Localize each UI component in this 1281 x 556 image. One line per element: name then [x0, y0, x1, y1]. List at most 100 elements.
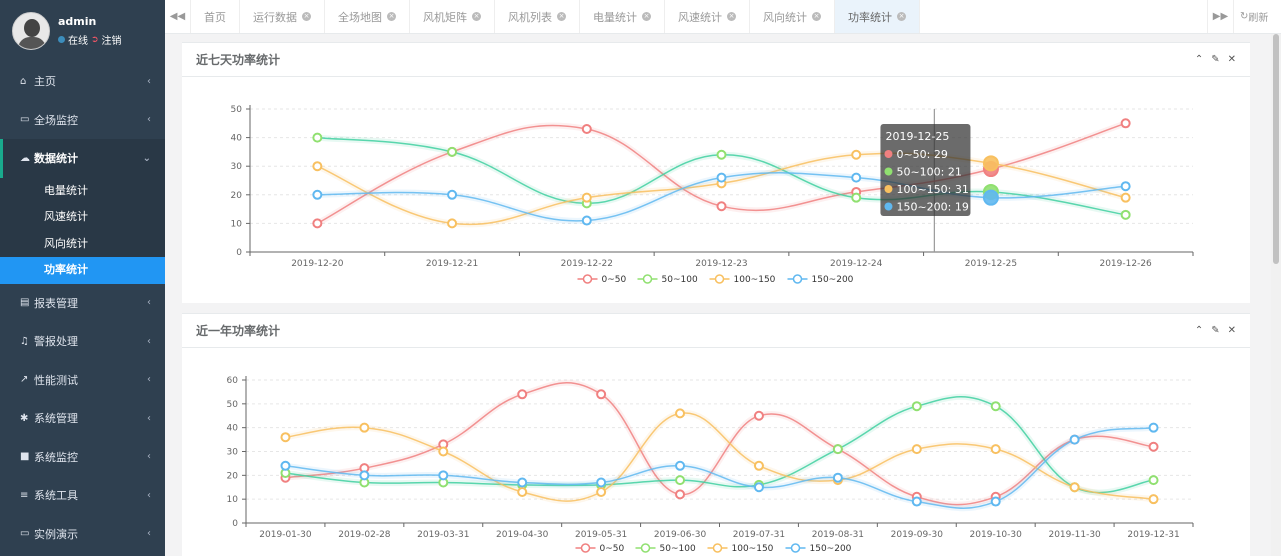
- legend-item[interactable]: 50~100: [635, 543, 696, 554]
- data-point[interactable]: [312, 189, 323, 200]
- data-point[interactable]: [675, 475, 686, 486]
- tab[interactable]: 风向统计 ×: [750, 0, 835, 33]
- data-point[interactable]: [312, 132, 323, 143]
- legend-item[interactable]: 100~150: [707, 543, 774, 554]
- data-point[interactable]: [581, 192, 592, 203]
- data-point[interactable]: [990, 496, 1001, 507]
- data-point[interactable]: [1148, 494, 1159, 505]
- data-point[interactable]: [438, 446, 449, 457]
- tab[interactable]: 全场地图 ×: [325, 0, 410, 33]
- data-point[interactable]: [851, 172, 862, 183]
- sidebar-item[interactable]: ≡ 系统工具 ‹: [20, 489, 151, 503]
- tab[interactable]: 功率统计 ×: [835, 0, 920, 33]
- wrench-icon[interactable]: ✎: [1211, 325, 1220, 336]
- collapse-icon[interactable]: ⌃: [1194, 54, 1204, 65]
- data-point[interactable]: [1148, 475, 1159, 486]
- close-icon[interactable]: ✕: [1227, 325, 1236, 336]
- data-point[interactable]: [581, 215, 592, 226]
- sidebar-item[interactable]: ↗ 性能测试 ‹: [20, 373, 151, 387]
- tab[interactable]: 风速统计 ×: [665, 0, 750, 33]
- refresh-button[interactable]: ↻ 刷新: [1233, 0, 1281, 33]
- tab-close-icon[interactable]: ×: [302, 12, 311, 21]
- data-point[interactable]: [911, 401, 922, 412]
- page-scrollbar[interactable]: [1271, 34, 1281, 556]
- tab-close-icon[interactable]: ×: [387, 12, 396, 21]
- avatar[interactable]: [12, 12, 50, 50]
- data-point[interactable]: [1069, 434, 1080, 445]
- data-point[interactable]: [990, 444, 1001, 455]
- tab-scroll-right-button[interactable]: ▶▶: [1207, 0, 1233, 33]
- data-point[interactable]: [312, 218, 323, 229]
- close-icon[interactable]: ✕: [1227, 54, 1236, 65]
- data-point[interactable]: [982, 155, 999, 172]
- legend-item[interactable]: 0~50: [577, 274, 627, 285]
- tab-scroll-left-button[interactable]: ◀◀: [165, 0, 191, 33]
- data-point[interactable]: [1148, 441, 1159, 452]
- data-point[interactable]: [832, 444, 843, 455]
- tab[interactable]: 风机矩阵 ×: [410, 0, 495, 33]
- tab-close-icon[interactable]: ×: [812, 12, 821, 21]
- data-point[interactable]: [851, 192, 862, 203]
- sidebar-item[interactable]: ▤ 报表管理 ‹: [20, 296, 151, 310]
- sidebar-item[interactable]: ⌂ 主页 ‹: [20, 75, 151, 89]
- data-point[interactable]: [359, 422, 370, 433]
- data-point[interactable]: [716, 201, 727, 212]
- data-point[interactable]: [1069, 482, 1080, 493]
- data-point[interactable]: [753, 410, 764, 421]
- data-point[interactable]: [675, 460, 686, 471]
- sidebar-item[interactable]: ☁ 数据统计 ⌄: [0, 139, 165, 178]
- submenu-item[interactable]: 风向统计: [44, 236, 88, 250]
- legend-item[interactable]: 100~150: [709, 274, 776, 285]
- sidebar-item[interactable]: ♫ 警报处理 ‹: [20, 335, 151, 349]
- tab-close-icon[interactable]: ×: [472, 12, 481, 21]
- data-point[interactable]: [517, 477, 528, 488]
- data-point[interactable]: [517, 389, 528, 400]
- legend-item[interactable]: 50~100: [637, 274, 698, 285]
- data-point[interactable]: [1120, 192, 1131, 203]
- data-point[interactable]: [675, 408, 686, 419]
- tab-close-icon[interactable]: ×: [557, 12, 566, 21]
- sidebar-item[interactable]: ▭ 全场监控 ‹: [20, 113, 151, 127]
- submenu-item[interactable]: 电量统计: [44, 183, 88, 197]
- data-point[interactable]: [911, 444, 922, 455]
- tab[interactable]: 运行数据 ×: [240, 0, 325, 33]
- data-point[interactable]: [447, 189, 458, 200]
- data-point[interactable]: [832, 472, 843, 483]
- submenu-item[interactable]: 功率统计: [0, 257, 165, 284]
- data-point[interactable]: [1120, 118, 1131, 129]
- tab-close-icon[interactable]: ×: [727, 12, 736, 21]
- data-point[interactable]: [753, 482, 764, 493]
- wrench-icon[interactable]: ✎: [1211, 54, 1220, 65]
- submenu-item[interactable]: 风速统计: [44, 210, 88, 223]
- data-point[interactable]: [596, 487, 607, 498]
- legend-item[interactable]: 150~200: [785, 543, 852, 554]
- data-point[interactable]: [438, 470, 449, 481]
- data-point[interactable]: [596, 477, 607, 488]
- data-point[interactable]: [1120, 181, 1131, 192]
- legend-item[interactable]: 150~200: [787, 274, 854, 285]
- tab[interactable]: 首页: [191, 0, 240, 33]
- tab-close-icon[interactable]: ×: [897, 12, 906, 21]
- data-point[interactable]: [716, 149, 727, 160]
- data-point[interactable]: [911, 496, 922, 507]
- data-point[interactable]: [753, 460, 764, 471]
- data-point[interactable]: [280, 460, 291, 471]
- sidebar-item[interactable]: ▭ 实例演示 ‹: [20, 527, 151, 541]
- data-point[interactable]: [982, 189, 999, 206]
- data-point[interactable]: [716, 172, 727, 183]
- logout-icon[interactable]: ➲: [91, 34, 99, 45]
- data-point[interactable]: [447, 146, 458, 157]
- sidebar-item[interactable]: ■ 系统监控 ‹: [20, 450, 151, 464]
- data-point[interactable]: [675, 489, 686, 500]
- data-point[interactable]: [581, 124, 592, 135]
- data-point[interactable]: [851, 149, 862, 160]
- data-point[interactable]: [280, 432, 291, 443]
- data-point[interactable]: [596, 389, 607, 400]
- data-point[interactable]: [359, 470, 370, 481]
- sidebar-item[interactable]: ✱ 系统管理 ‹: [20, 412, 151, 426]
- data-point[interactable]: [990, 401, 1001, 412]
- tab[interactable]: 电量统计 ×: [580, 0, 665, 33]
- tab[interactable]: 风机列表 ×: [495, 0, 580, 33]
- logout-link[interactable]: 注销: [101, 36, 122, 47]
- legend-item[interactable]: 0~50: [575, 543, 625, 554]
